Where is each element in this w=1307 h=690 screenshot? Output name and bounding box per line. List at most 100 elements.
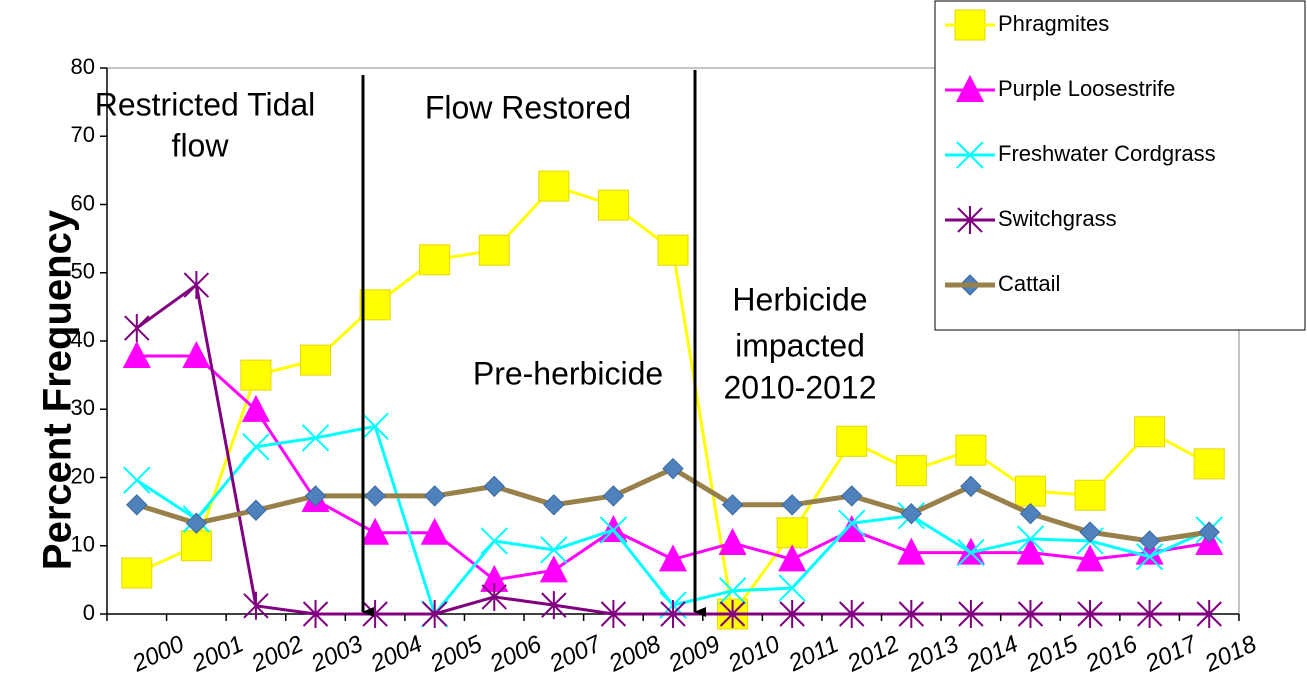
marker bbox=[957, 538, 985, 567]
marker bbox=[361, 412, 389, 441]
marker bbox=[362, 600, 388, 628]
marker bbox=[1014, 475, 1046, 507]
marker bbox=[240, 359, 272, 391]
marker bbox=[1076, 544, 1105, 572]
marker bbox=[1198, 521, 1220, 543]
marker bbox=[597, 189, 629, 221]
marker bbox=[1016, 525, 1045, 553]
annotation: flow bbox=[172, 127, 230, 163]
marker bbox=[898, 600, 925, 628]
marker bbox=[359, 289, 391, 321]
marker bbox=[960, 475, 982, 498]
x-tick-label: 2004 bbox=[366, 630, 427, 677]
marker bbox=[122, 341, 151, 369]
marker bbox=[304, 485, 327, 507]
y-tick-label: 60 bbox=[71, 190, 95, 215]
x-tick-label: 2017 bbox=[1140, 630, 1202, 678]
marker bbox=[1017, 600, 1044, 628]
legend-label: Purple Loosestrife bbox=[998, 76, 1175, 101]
annotation: impacted bbox=[735, 327, 865, 363]
marker bbox=[185, 512, 208, 534]
marker bbox=[602, 485, 625, 507]
marker bbox=[955, 434, 987, 466]
marker bbox=[1135, 542, 1164, 571]
marker bbox=[1136, 600, 1163, 628]
marker bbox=[779, 600, 805, 628]
marker bbox=[718, 528, 747, 556]
x-tick-label: 2016 bbox=[1081, 630, 1142, 678]
marker bbox=[838, 509, 866, 537]
marker bbox=[121, 557, 153, 589]
marker bbox=[423, 485, 446, 507]
marker bbox=[242, 433, 270, 461]
marker bbox=[958, 600, 984, 628]
annotation: Pre-herbicide bbox=[473, 355, 663, 391]
marker bbox=[481, 582, 507, 611]
x-tick-label: 2006 bbox=[485, 630, 546, 678]
marker bbox=[123, 466, 151, 494]
y-tick-label: 70 bbox=[71, 122, 95, 147]
marker bbox=[300, 344, 332, 376]
marker bbox=[837, 515, 866, 543]
y-axis-label: Percent Frequency bbox=[36, 209, 80, 570]
marker bbox=[421, 600, 448, 628]
marker bbox=[1016, 537, 1045, 565]
marker bbox=[1193, 448, 1225, 480]
marker bbox=[180, 530, 212, 562]
marker bbox=[1134, 416, 1166, 448]
marker bbox=[543, 494, 565, 516]
marker bbox=[659, 544, 687, 572]
x-tick-label: 2005 bbox=[425, 630, 486, 678]
marker bbox=[245, 499, 267, 521]
marker bbox=[776, 517, 808, 549]
x-tick-label: 2001 bbox=[187, 630, 248, 677]
x-tick-label: 2000 bbox=[127, 630, 188, 678]
series-line bbox=[136, 466, 1210, 544]
marker bbox=[483, 475, 505, 498]
x-tick-label: 2009 bbox=[664, 630, 725, 677]
legend-label: Freshwater Cordgrass bbox=[998, 141, 1216, 166]
marker bbox=[420, 517, 449, 545]
marker bbox=[721, 494, 744, 516]
marker bbox=[124, 314, 150, 343]
marker bbox=[781, 494, 803, 516]
legend bbox=[934, 0, 1306, 331]
x-tick-label: 2018 bbox=[1200, 630, 1261, 678]
marker bbox=[662, 457, 684, 480]
marker bbox=[600, 600, 627, 628]
marker bbox=[183, 271, 210, 300]
annotation: Flow Restored bbox=[425, 89, 631, 125]
marker bbox=[480, 527, 508, 555]
marker bbox=[1079, 521, 1101, 543]
y-tick-label: 0 bbox=[83, 600, 95, 625]
annotation: Herbicide bbox=[732, 281, 867, 317]
legend-label: Phragmites bbox=[998, 11, 1109, 36]
marker bbox=[541, 591, 567, 620]
legend-label: Cattail bbox=[998, 271, 1060, 296]
legend-entries: Phragmites Purple Loosestrife Freshwater C… bbox=[954, 9, 1216, 296]
x-tick-label: 2015 bbox=[1021, 630, 1082, 678]
x-tick-label: 2011 bbox=[784, 631, 843, 678]
y-tick-label: 10 bbox=[71, 532, 95, 557]
marker bbox=[301, 424, 330, 452]
marker bbox=[302, 600, 329, 628]
marker bbox=[361, 517, 390, 545]
y-tick-label: 20 bbox=[71, 463, 95, 488]
marker bbox=[539, 555, 568, 583]
marker bbox=[1019, 502, 1042, 525]
marker bbox=[718, 577, 747, 605]
marker bbox=[839, 600, 865, 628]
marker bbox=[895, 455, 927, 487]
y-tick-label: 50 bbox=[71, 259, 95, 284]
annotations: Restricted Tidal flow Flow Restored Pre-her… bbox=[95, 86, 877, 405]
marker bbox=[836, 425, 868, 457]
marker bbox=[1138, 530, 1161, 552]
marker bbox=[841, 485, 863, 507]
x-tick-label: 2010 bbox=[723, 630, 784, 678]
x-tick-label: 2002 bbox=[247, 630, 308, 677]
marker bbox=[478, 234, 510, 266]
x-tick-label: 2003 bbox=[306, 630, 367, 678]
marker bbox=[599, 516, 628, 544]
series-layer bbox=[121, 170, 1225, 630]
